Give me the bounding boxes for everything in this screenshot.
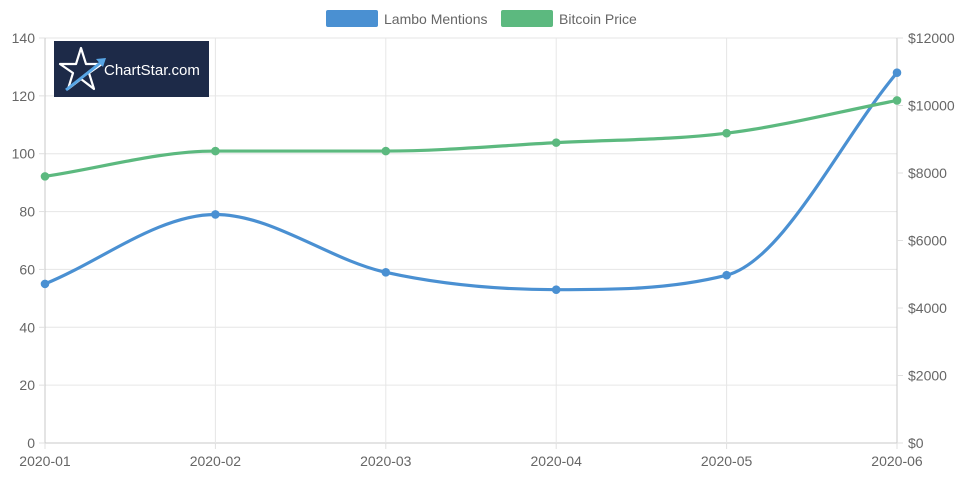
legend-label-lambo-mentions: Lambo Mentions [384,11,488,27]
legend-item-bitcoin-price[interactable]: Bitcoin Price [501,10,637,27]
data-point-lambo-mentions[interactable] [722,270,731,280]
chartstar-logo: ChartStar.com [54,41,209,97]
data-point-lambo-mentions[interactable] [551,285,561,294]
data-point-bitcoin-price[interactable] [722,128,731,138]
series-line-bitcoin-price [43,98,899,178]
y-left-tick-label: 120 [12,88,36,104]
legend[interactable]: Lambo Mentions Bitcoin Price [326,10,637,27]
y-left-tick-label: 0 [27,435,35,451]
y-left-tick-label: 60 [19,261,35,277]
series-points [40,68,902,294]
x-tick-label: 2020-01 [19,453,71,469]
x-tick-label: 2020-05 [701,453,753,469]
series-lines [43,71,899,292]
y-right-tick-label: $12000 [908,30,955,46]
y-left-tick-label: 40 [19,319,35,335]
data-point-bitcoin-price[interactable] [892,96,902,105]
data-point-lambo-mentions[interactable] [892,68,902,78]
y-right-tick-label: $10000 [908,98,955,114]
y-left-tick-label: 100 [12,146,36,162]
x-tick-label: 2020-06 [871,453,923,469]
y-right-tick-label: $6000 [908,233,947,249]
legend-swatch-lambo-mentions [326,10,378,27]
y-left-tick-label: 80 [19,204,35,220]
x-tick-label: 2020-02 [190,453,242,469]
y-right-tick-label: $0 [908,435,924,451]
data-point-lambo-mentions[interactable] [40,279,50,289]
legend-label-bitcoin-price: Bitcoin Price [559,11,637,27]
data-point-bitcoin-price[interactable] [551,138,561,147]
data-point-bitcoin-price[interactable] [381,146,391,156]
data-point-bitcoin-price[interactable] [40,172,50,181]
data-point-lambo-mentions[interactable] [211,210,220,219]
axes: 0 20 40 60 80 100 120 140 $0 $2000 $4000 $6000 $8000… [12,30,955,469]
grid [44,37,898,444]
y-right-tick-label: $4000 [908,300,947,316]
data-point-bitcoin-price[interactable] [211,146,220,156]
y-right-tick-label: $8000 [908,165,947,181]
series-line-lambo-mentions [43,71,899,292]
legend-swatch-bitcoin-price [501,10,553,27]
data-point-lambo-mentions[interactable] [381,268,391,277]
y-left-tick-label: 20 [19,377,35,393]
star-icon [58,46,106,92]
y-right-tick-label: $2000 [908,368,947,384]
x-tick-label: 2020-04 [531,453,583,469]
logo-text: ChartStar.com [104,62,200,79]
x-tick-label: 2020-03 [360,453,412,469]
y-left-tick-label: 140 [12,30,36,46]
legend-item-lambo-mentions[interactable]: Lambo Mentions [326,10,488,27]
